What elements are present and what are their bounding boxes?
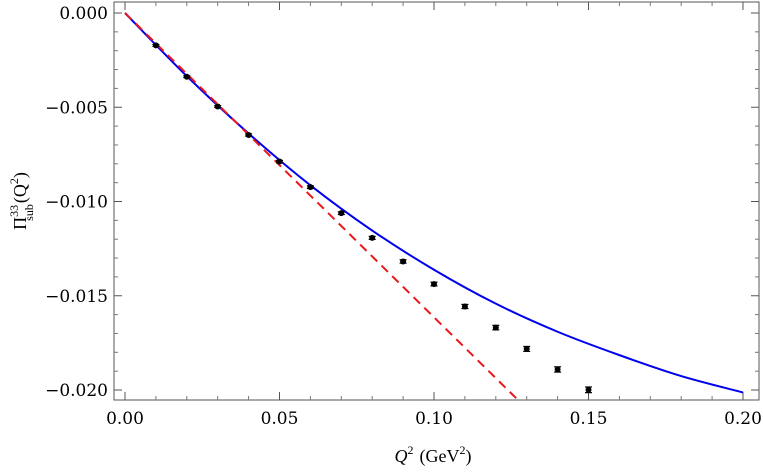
data-marker <box>245 131 252 138</box>
x-tick-label-0: 0.00 <box>106 409 144 429</box>
data-point-7 <box>368 234 376 241</box>
data-marker <box>152 42 159 49</box>
data-point-2 <box>214 103 222 110</box>
data-marker <box>585 386 592 393</box>
x-tick-label-2: 0.10 <box>415 409 453 429</box>
data-point-11 <box>492 324 500 331</box>
model-curve-line <box>124 12 744 394</box>
data-point-6 <box>337 210 345 217</box>
data-point-9 <box>430 281 438 288</box>
x-axis-label: Q2 (GeV2) <box>395 443 472 467</box>
data-marker <box>461 303 468 310</box>
data-point-5 <box>306 184 314 191</box>
data-curves <box>124 12 744 401</box>
data-marker <box>307 184 314 191</box>
data-marker <box>338 210 345 217</box>
data-point-10 <box>461 303 469 310</box>
y-axis-label: Π33sub(Q2) <box>7 172 36 230</box>
data-marker <box>369 234 376 241</box>
data-marker <box>431 281 437 288</box>
x-tick-label-1: 0.05 <box>261 409 299 429</box>
data-point-13 <box>554 366 562 373</box>
axis-ticks <box>114 2 759 400</box>
svg-text:Π33sub(Q2): Π33sub(Q2) <box>7 172 36 230</box>
x-tick-label-4: 0.20 <box>724 409 762 429</box>
data-marker <box>183 73 190 80</box>
y-tick-label-0: 0.000 <box>59 4 108 24</box>
data-point-8 <box>399 258 407 265</box>
data-point-12 <box>523 345 531 352</box>
y-tick-label-3: −0.015 <box>45 287 108 307</box>
data-point-4 <box>276 158 283 165</box>
data-marker <box>214 103 221 110</box>
plot-frame <box>113 1 760 401</box>
y-tick-label-2: −0.010 <box>45 193 108 213</box>
data-point-1 <box>183 73 191 80</box>
data-marker <box>400 258 407 265</box>
data-point-14 <box>585 386 592 394</box>
data-point-3 <box>245 131 253 138</box>
y-tick-label-1: −0.005 <box>45 98 108 118</box>
data-marker <box>276 158 283 165</box>
axis-tick-labels: 0.00 0.05 0.10 0.15 0.20 0.000 −0.005 −0.010 −0.… <box>45 4 762 429</box>
linear-approximation-line <box>124 12 519 401</box>
data-points <box>152 42 592 394</box>
data-marker <box>554 366 561 373</box>
data-marker <box>492 324 499 331</box>
y-tick-label-4: −0.020 <box>45 381 108 401</box>
data-marker <box>523 345 530 352</box>
x-tick-label-3: 0.15 <box>570 409 608 429</box>
data-point-0 <box>152 42 160 49</box>
